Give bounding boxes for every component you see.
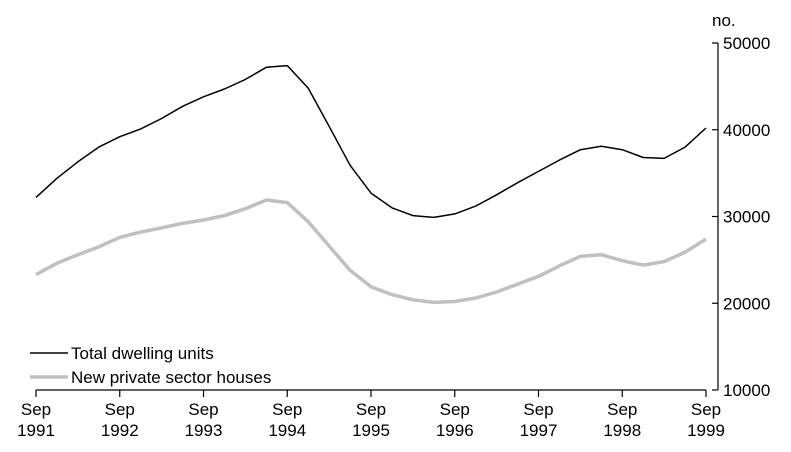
x-tick-label: Sep 1997: [520, 400, 558, 440]
x-tick-label: Sep 1994: [268, 400, 306, 440]
x-tick-label: Sep 1992: [101, 400, 139, 440]
x-tick-label: Sep 1998: [603, 400, 641, 440]
y-tick-label: 30000: [723, 208, 770, 227]
legend-label: New private sector houses: [71, 368, 271, 387]
y-axis-label: no.: [712, 11, 736, 30]
x-tick-label: Sep 1995: [352, 400, 390, 440]
x-tick-label: Sep 1996: [436, 400, 474, 440]
series-line: [35, 64, 707, 219]
y-tick-label: 50000: [723, 34, 770, 53]
y-tick-label: 40000: [723, 121, 770, 140]
y-tick-label: 10000: [723, 381, 770, 400]
x-tick-label: Sep 1991: [17, 400, 55, 440]
series-line: [35, 198, 707, 305]
x-tick-label: Sep 1999: [687, 400, 725, 440]
legend-label: Total dwelling units: [71, 344, 214, 363]
x-tick-label: Sep 1993: [185, 400, 223, 440]
y-tick-label: 20000: [723, 294, 770, 313]
